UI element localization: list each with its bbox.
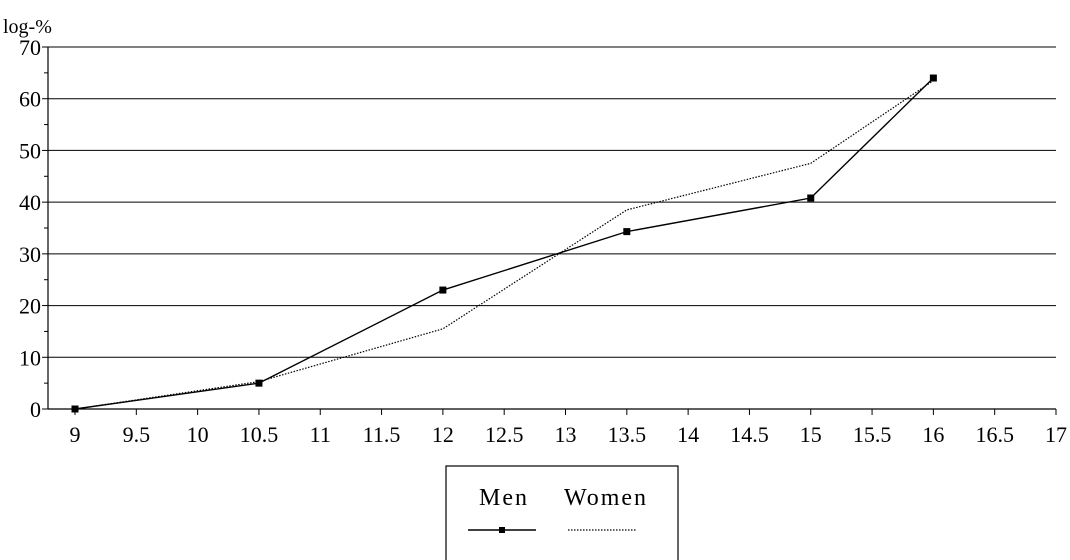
- axes: [47, 47, 1056, 410]
- y-axis-label: log-%: [3, 16, 52, 38]
- y-tick-label-40: 40: [19, 190, 41, 215]
- x-tick-label-11.5: 11.5: [363, 422, 401, 447]
- x-tick-label-15: 15: [800, 422, 822, 447]
- series-lines: [71, 74, 937, 413]
- marker-men-4: [807, 194, 815, 202]
- legend-box: [445, 465, 679, 560]
- x-tick-label-12: 12: [432, 422, 454, 447]
- y-tick-label-50: 50: [19, 138, 41, 163]
- x-tick-label-16: 16: [922, 422, 944, 447]
- y-tick-label-30: 30: [19, 242, 41, 267]
- legend-label-men: Men: [479, 485, 529, 511]
- x-tick-label-13.5: 13.5: [608, 422, 647, 447]
- legend-marker-men: [499, 527, 505, 533]
- series-line-men: [74, 77, 934, 410]
- x-tick-label-11: 11: [310, 422, 331, 447]
- y-axis-ticks: 0 10 20 30 40 50 60 70: [19, 35, 48, 422]
- x-tick-label-15.5: 15.5: [853, 422, 892, 447]
- x-tick-label-9: 9: [70, 422, 81, 447]
- x-tick-label-9.5: 9.5: [123, 422, 151, 447]
- x-tick-label-16.5: 16.5: [975, 422, 1014, 447]
- legend: Men Women: [445, 465, 679, 560]
- y-tick-label-0: 0: [30, 397, 41, 422]
- marker-men-1: [255, 379, 263, 387]
- y-tick-label-20: 20: [19, 294, 41, 319]
- marker-men-5: [929, 74, 937, 82]
- x-tick-label-13: 13: [555, 422, 577, 447]
- marker-men-2: [439, 286, 447, 294]
- y-tick-label-60: 60: [19, 87, 41, 112]
- x-tick-label-10: 10: [187, 422, 209, 447]
- x-tick-label-14.5: 14.5: [730, 422, 769, 447]
- x-tick-label-10.5: 10.5: [240, 422, 279, 447]
- y-tick-label-10: 10: [19, 345, 41, 370]
- y-tick-label-70: 70: [19, 35, 41, 60]
- gridlines: [48, 46, 1056, 358]
- x-axis-ticks: 9 9.5 10 10.5 11 11.5 12 12.5 13 13.5 14 14.5 15 15.5…: [70, 409, 1067, 447]
- x-tick-label-12.5: 12.5: [485, 422, 524, 447]
- series-line-women: [74, 80, 934, 410]
- x-tick-label-17: 17: [1045, 422, 1067, 447]
- x-tick-label-14: 14: [677, 422, 699, 447]
- legend-label-women: Women: [564, 485, 648, 511]
- marker-men-3: [623, 228, 631, 236]
